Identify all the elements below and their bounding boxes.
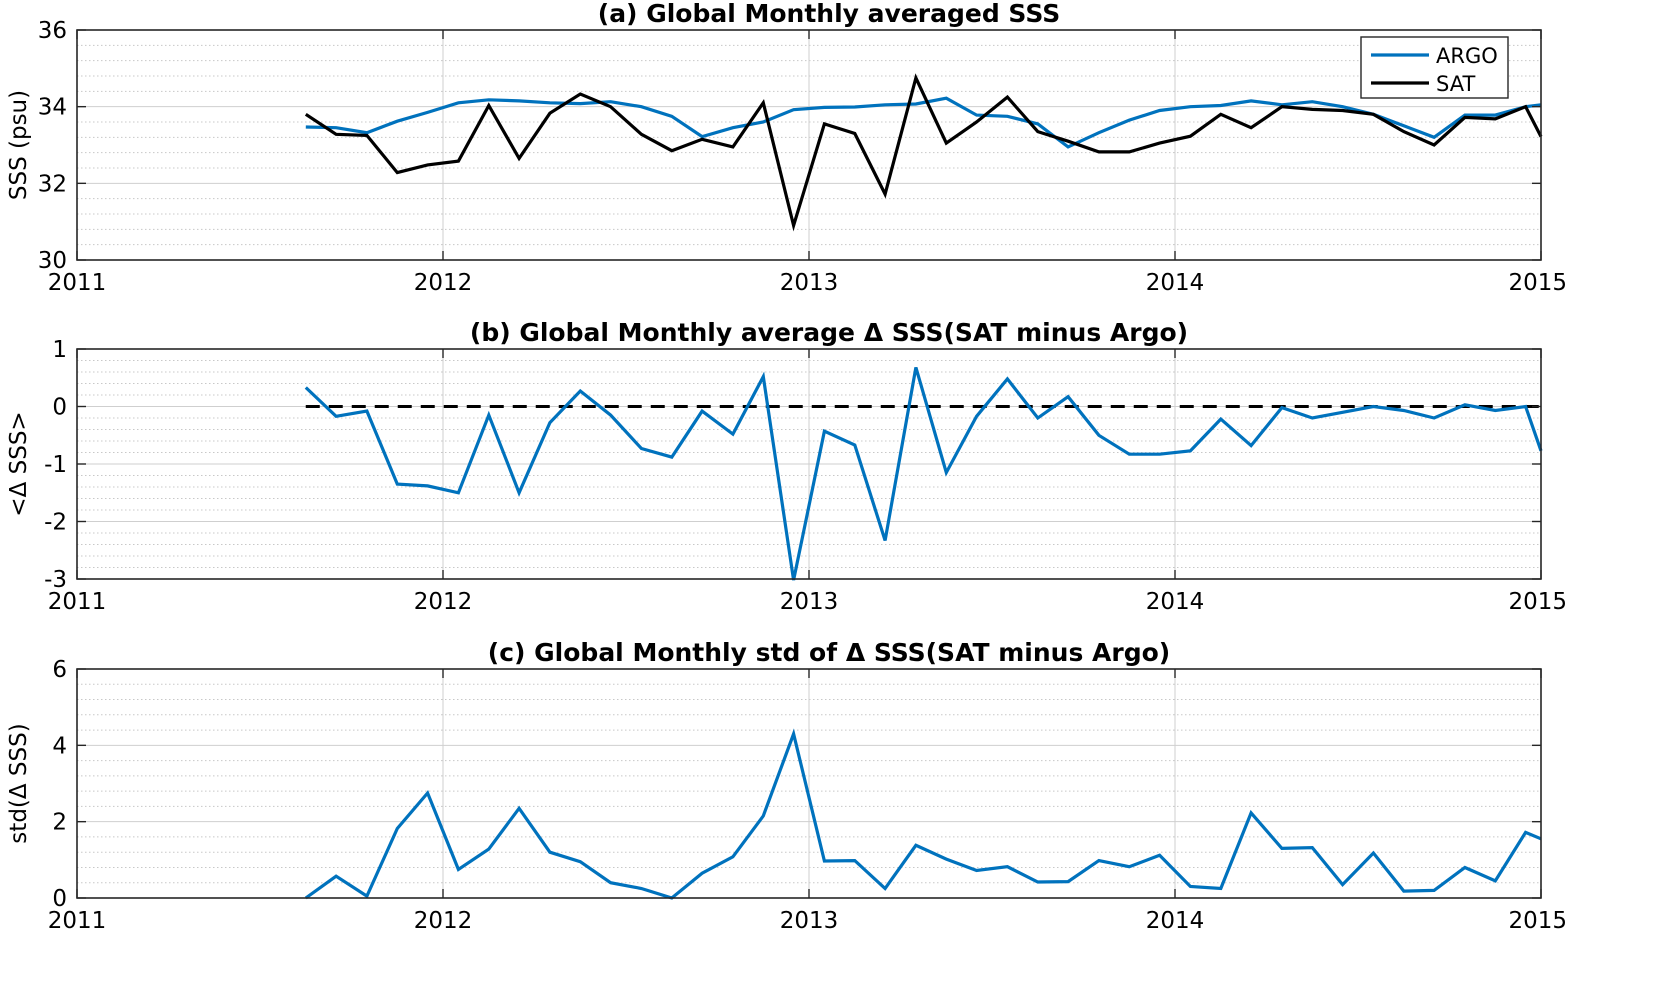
y-tick-label: -1: [44, 452, 67, 478]
y-tick-label: 32: [38, 171, 67, 197]
series-line-delta-sss: [304, 366, 1543, 581]
y-tick-label: 0: [52, 886, 67, 912]
y-tick-label: -2: [44, 510, 67, 536]
y-axis-label: SSS (psu): [6, 90, 32, 200]
y-tick-label: 6: [52, 657, 67, 683]
legend: ARGO SAT: [1360, 36, 1509, 99]
y-tick-label: -3: [44, 567, 67, 593]
x-tick-label: 2015: [1508, 908, 1567, 934]
x-tick-label: 2012: [414, 589, 473, 615]
x-tick-label: 2014: [1146, 908, 1205, 934]
chart-title: (b) Global Monthly average Δ SSS(SAT min…: [470, 318, 1188, 347]
y-tick-label: 0: [52, 395, 67, 421]
x-tick-label: 2015: [1508, 270, 1567, 296]
series-line-argo: [305, 96, 1542, 149]
y-tick-label: 34: [38, 95, 67, 121]
y-axis-label: std(Δ SSS): [6, 723, 32, 843]
y-tick-label: 36: [38, 18, 67, 44]
chart-title: (c) Global Monthly std of Δ SSS(SAT minu…: [488, 638, 1170, 667]
x-tick-label: 2014: [1146, 270, 1205, 296]
series-line-delta-sss: [304, 728, 1542, 900]
x-tick-label: 2011: [48, 589, 107, 615]
chart-title: (a) Global Monthly averaged SSS: [598, 0, 1060, 28]
y-tick-label: 1: [52, 337, 67, 363]
legend-label: SAT: [1436, 72, 1475, 96]
panel-b: -3 -2 -1 0 1 2011 2012 2013 2014 2015 (b) Global M…: [6, 318, 1567, 615]
x-tick-label: 2015: [1508, 589, 1567, 615]
y-tick-label: 30: [38, 248, 67, 274]
y-tick-label: 2: [52, 810, 67, 836]
x-tick-label: 2011: [48, 270, 107, 296]
legend-box: [1360, 36, 1509, 99]
x-tick-label: 2011: [48, 908, 107, 934]
series-line-sat: [304, 73, 1543, 232]
x-tick-label: 2013: [780, 908, 839, 934]
x-tick-label: 2012: [414, 908, 473, 934]
x-tick-label: 2014: [1146, 589, 1205, 615]
x-tick-label: 2012: [414, 270, 473, 296]
y-tick-label: 4: [52, 733, 67, 759]
legend-label: ARGO: [1436, 44, 1498, 68]
panel-c: 0 2 4 6 2011 2012 2013 2014 2015 (c) Global Month…: [6, 638, 1567, 934]
x-tick-label: 2013: [780, 589, 839, 615]
panel-a: 30 32 34 36 2011 2012 2013 2014 2015 (a) Global M…: [6, 0, 1567, 296]
x-tick-label: 2013: [780, 270, 839, 296]
y-axis-label: <Δ SSS>: [6, 411, 32, 516]
